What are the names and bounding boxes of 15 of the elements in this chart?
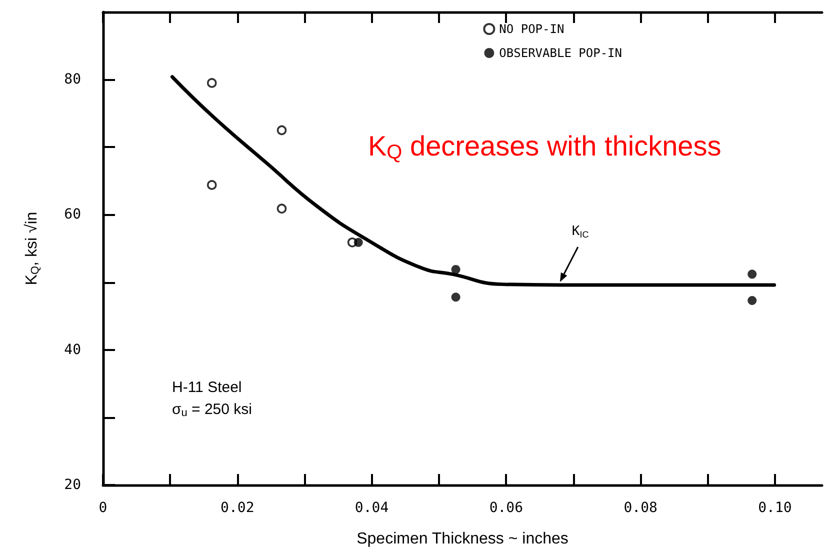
x-tick-label: 0.08	[624, 500, 658, 516]
x-tick-label: 0.04	[354, 500, 389, 516]
x-tick-label: 0.02	[220, 500, 254, 516]
y-tick-label: 60	[64, 206, 81, 223]
y-axis-title: KQ, ksi √in	[24, 212, 42, 286]
y-tick-label: 40	[64, 342, 81, 358]
annotation: H-11 Steel	[172, 379, 242, 396]
y-tick-label: 20	[64, 477, 81, 493]
legend-label: NO POP-IN	[499, 22, 564, 36]
legend-label: OBSERVABLE POP-IN	[499, 46, 622, 60]
x-tick-label: 0	[98, 500, 108, 516]
x-tick-label: 0.10	[758, 500, 792, 516]
y-tick-label: 80	[64, 72, 81, 88]
x-axis-title: Specimen Thickness ~ inches	[356, 530, 568, 548]
x-tick-label: 0.06	[489, 500, 524, 516]
